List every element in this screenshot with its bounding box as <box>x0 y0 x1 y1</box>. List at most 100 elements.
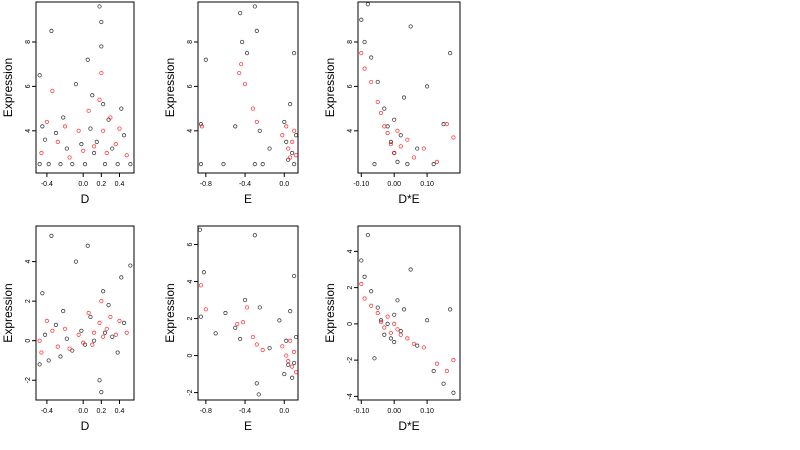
data-point-red <box>76 128 81 133</box>
x-tick-label: 0.4 <box>115 181 125 188</box>
data-point-red <box>81 340 86 345</box>
data-point-black <box>85 243 90 248</box>
data-point-red <box>434 159 440 164</box>
y-axis-title: Expression <box>1 58 15 117</box>
data-point-black <box>365 232 370 238</box>
x-axis-title: D*E <box>398 419 419 433</box>
data-point-black <box>91 150 97 156</box>
data-point-black <box>395 159 400 164</box>
plot-frame <box>197 225 299 401</box>
data-point-red <box>50 328 55 333</box>
data-point-black <box>115 162 120 167</box>
scatter-panel-4: -0.4 0.0 0.2 0.4 -2 0 2 4 D Expression <box>1 225 135 433</box>
data-point-red <box>291 128 297 133</box>
data-point-black <box>128 263 133 268</box>
data-point-red <box>398 144 403 149</box>
data-point-black <box>408 267 413 272</box>
data-point-black <box>88 126 93 131</box>
y-axis-title: Expression <box>323 283 337 342</box>
y-tick-label: -2 <box>25 377 32 383</box>
data-point-black <box>40 291 45 296</box>
data-point-red <box>280 344 285 349</box>
data-point-red <box>62 326 68 331</box>
data-point-black <box>284 139 289 145</box>
data-point-black <box>37 362 42 367</box>
y-axis-title: Expression <box>163 283 177 342</box>
data-point-black <box>198 162 204 167</box>
plot-frame <box>35 225 135 401</box>
y-tick-label: 4 <box>25 260 32 264</box>
x-tick-label: 0.0 <box>279 408 289 415</box>
x-axis-title: D <box>81 419 90 433</box>
data-point-black <box>61 308 66 314</box>
data-point-black <box>382 332 387 337</box>
data-point-red <box>290 364 295 369</box>
data-point-black <box>37 73 42 78</box>
data-point-black <box>290 375 295 380</box>
y-axis-title: Expression <box>323 58 337 117</box>
data-point-black <box>90 93 95 98</box>
data-point-black <box>277 318 282 323</box>
data-point-black <box>378 318 384 323</box>
data-point-red <box>254 342 259 347</box>
data-point-red <box>260 347 265 353</box>
x-tick-label: 0.0 <box>78 408 88 415</box>
x-tick-label: -0.8 <box>200 181 212 188</box>
data-point-black <box>238 11 243 16</box>
x-tick-label: -0.8 <box>200 408 212 415</box>
data-point-black <box>448 50 453 56</box>
x-tick-label: 0.4 <box>115 408 125 415</box>
data-point-black <box>244 50 250 56</box>
y-tick-label: -4 <box>347 393 354 399</box>
data-point-red <box>382 325 387 330</box>
x-tick-label: -0.4 <box>41 181 53 188</box>
data-point-red <box>359 281 364 287</box>
data-point-black <box>388 139 394 145</box>
x-tick-label: 0.2 <box>96 181 106 188</box>
y-tick-label: 4 <box>347 249 354 253</box>
data-point-black <box>415 343 420 348</box>
data-point-red <box>198 283 204 288</box>
y-tick-label: 0 <box>25 339 32 343</box>
x-tick-label: -0.10 <box>353 408 369 415</box>
data-point-black <box>70 348 75 353</box>
data-point-red <box>44 119 49 125</box>
data-point-red <box>97 97 102 102</box>
data-point-black <box>79 142 84 147</box>
data-point-black <box>288 309 293 314</box>
data-point-black <box>431 162 436 167</box>
data-point-red <box>359 50 364 56</box>
data-point-red <box>86 310 91 316</box>
y-tick-label: -2 <box>187 389 194 395</box>
data-point-red <box>444 368 449 374</box>
data-point-black <box>58 354 63 359</box>
x-tick-label: 0.0 <box>78 181 88 188</box>
plot-frame <box>357 225 461 401</box>
data-point-red <box>117 126 122 131</box>
data-point-black <box>91 338 97 343</box>
data-point-black <box>359 258 364 263</box>
data-point-black <box>257 305 262 310</box>
data-point-red <box>369 303 374 308</box>
data-point-black <box>424 318 430 323</box>
data-point-black <box>254 28 259 33</box>
x-tick-label: 0.10 <box>420 181 434 188</box>
data-point-red <box>421 146 426 151</box>
data-point-red <box>288 338 293 343</box>
data-point-black <box>58 162 63 167</box>
data-point-black <box>94 139 99 145</box>
data-point-black <box>401 95 407 100</box>
x-tick-label: 0.00 <box>387 181 401 188</box>
data-point-black <box>203 57 208 62</box>
data-point-red <box>362 296 367 301</box>
data-point-black <box>110 334 115 339</box>
data-point-red <box>382 124 387 129</box>
data-point-red <box>411 341 417 346</box>
data-point-black <box>53 130 59 136</box>
data-point-black <box>106 302 111 308</box>
data-point-red <box>55 139 60 145</box>
data-point-black <box>233 124 238 129</box>
data-point-black <box>369 55 374 60</box>
data-point-red <box>392 150 397 156</box>
data-point-red <box>392 321 397 326</box>
